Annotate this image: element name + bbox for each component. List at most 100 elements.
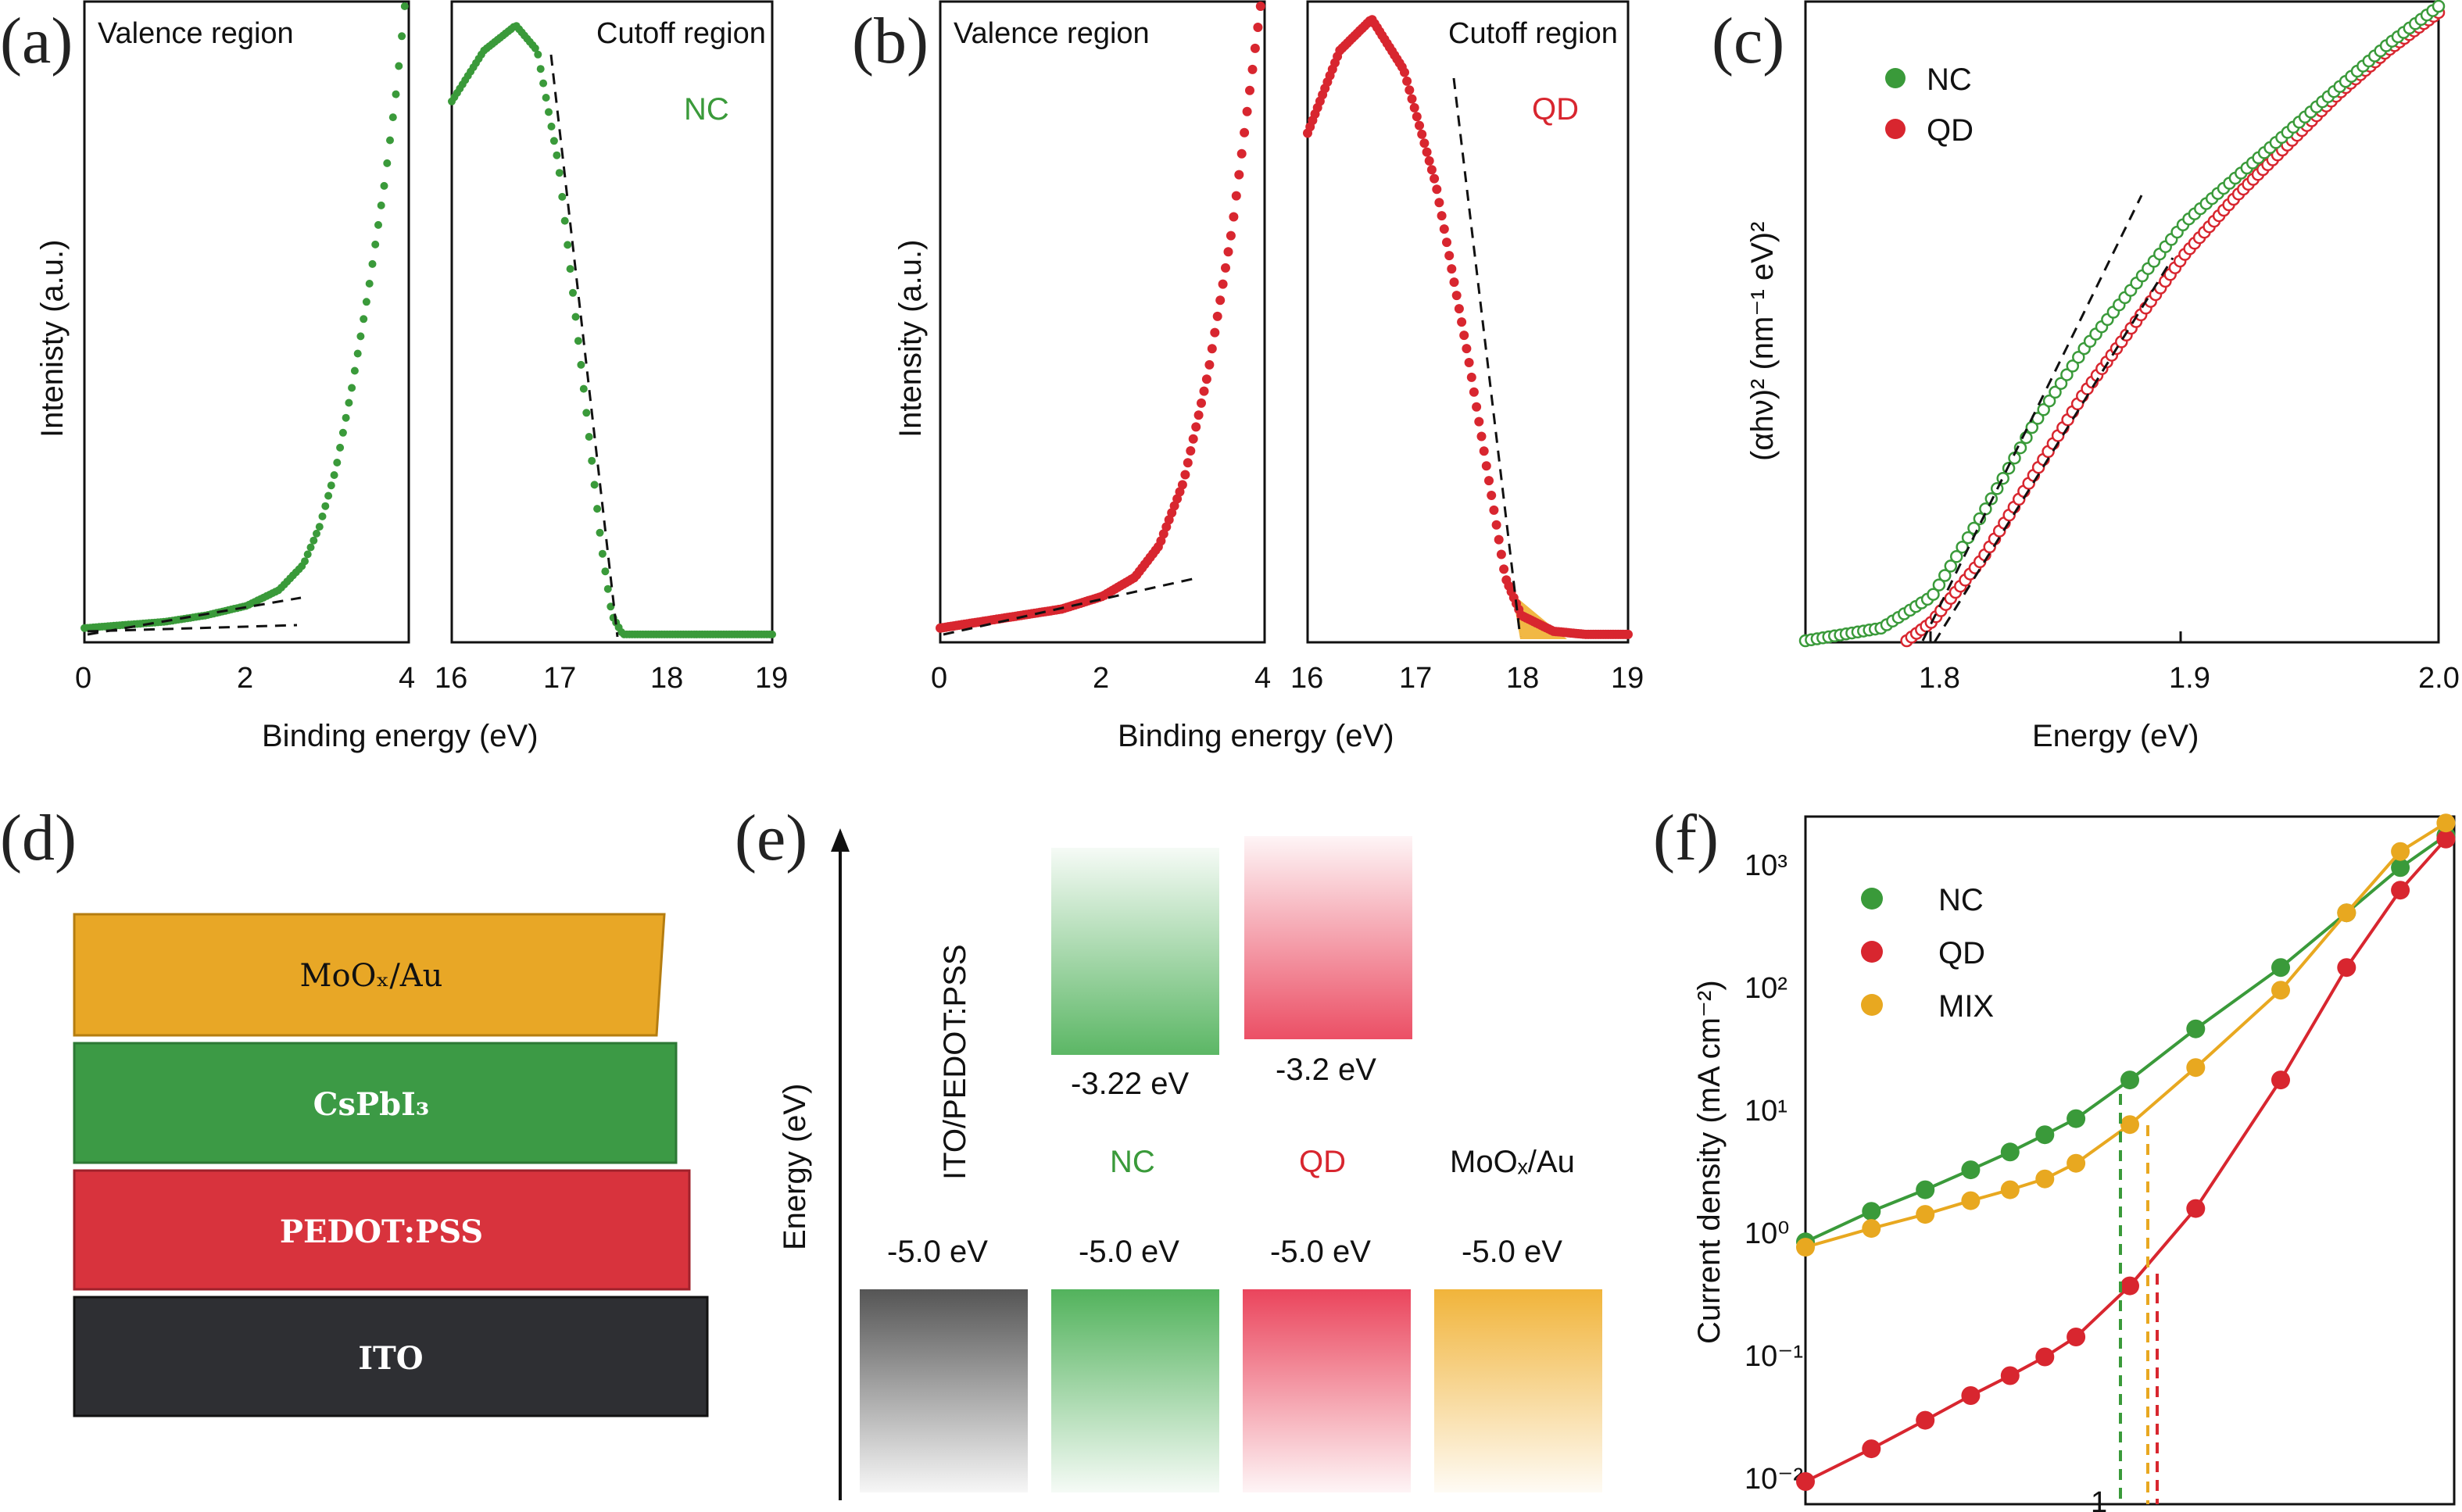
b-valence-qd-point [1245, 85, 1254, 95]
c-nc-point [1944, 559, 1958, 573]
panel-a-ylabel: Intenisty (a.u.) [35, 240, 70, 438]
b-valence-qd-point [1207, 344, 1217, 354]
panel-e-qd-cb-bar [1244, 836, 1412, 1039]
c-nc-point [2432, 0, 2446, 13]
panel-e-qd-cb-value: -3.2 eV [1276, 1053, 1376, 1087]
f-mix-point [2035, 1169, 2055, 1189]
b-valence-qd-point [1223, 247, 1233, 257]
layer-cspbi3 [73, 1042, 678, 1164]
a-valence-nc-point [388, 113, 397, 122]
f-nc-point [2067, 1109, 2086, 1128]
b-cutoff-qd-point [1487, 491, 1497, 500]
panel-c-tick-0: 1.8 [1919, 662, 1960, 695]
b-cutoff-qd-point [1409, 102, 1419, 113]
b-cutoff-qd-point [1496, 549, 1506, 559]
f-nc-point [1916, 1180, 1935, 1199]
a-cutoff-nc-point [555, 169, 564, 177]
a-valence-nc-point [374, 220, 382, 229]
panel-a: Valence region Cutoff region NC Intenist… [35, 0, 788, 753]
a-cutoff-nc-point [564, 241, 572, 249]
f-mix-point [2186, 1058, 2206, 1078]
b-valence-qd-point [1199, 386, 1209, 396]
f-nc-fit-line [1805, 834, 2447, 1244]
b-valence-qd-point [1177, 480, 1187, 490]
panel-e-nc-vb-bar [1051, 1289, 1219, 1492]
f-qd-point [2271, 1071, 2290, 1090]
panel-e-ito-vb-bar [860, 1289, 1028, 1492]
c-nc-point [2042, 394, 2056, 408]
panel-b-right-tick-2: 18 [1506, 662, 1539, 695]
panel-f-legend-qd-marker [1861, 941, 1883, 963]
a-valence-nc-point [345, 399, 353, 407]
b-valence-qd-point [1204, 359, 1215, 370]
b-valence-qd-point [1188, 434, 1198, 444]
panel-c-tick-1: 1.9 [2169, 662, 2210, 695]
b-cutoff-qd-point [1405, 85, 1415, 95]
f-qd-point [2000, 1366, 2020, 1385]
f-nc-point [2000, 1142, 2020, 1162]
b-valence-qd-point [1255, 2, 1265, 11]
panel-c-tick-2: 2.0 [2418, 662, 2460, 695]
a-valence-nc-point [377, 201, 385, 209]
panel-e-label: (e) [735, 802, 807, 874]
f-mix-point [2337, 903, 2356, 923]
b-valence-qd-point [1247, 64, 1258, 74]
layer-ito-label: ITO [358, 1340, 423, 1377]
panel-e-vb-value-3: -5.0 eV [1462, 1235, 1562, 1269]
b-valence-qd-point [1191, 422, 1201, 432]
b-cutoff-qd-point [1442, 238, 1451, 248]
b-valence-qd-point [1197, 398, 1206, 408]
b-cutoff-qd-point [1459, 331, 1469, 341]
f-nc-point [1862, 1202, 1881, 1221]
panel-b-right-tick-0: 16 [1290, 662, 1323, 695]
c-nc-point [2066, 359, 2080, 373]
b-valence-qd-point [1212, 311, 1222, 321]
b-valence-qd-point [1161, 522, 1172, 532]
b-valence-qd-point [1201, 374, 1211, 384]
f-mix-point [2067, 1153, 2086, 1173]
b-cutoff-qd-point [1415, 120, 1424, 130]
f-nc-point [2271, 958, 2290, 978]
panel-c-frame [1804, 0, 2440, 644]
f-nc-point [2186, 1019, 2206, 1038]
a-valence-nc-point [400, 2, 409, 10]
b-cutoff-qd-point [1623, 629, 1633, 639]
a-valence-nc-point [338, 428, 347, 437]
b-cutoff-qd-point [1424, 155, 1434, 166]
panel-c-legend-nc: NC [1927, 63, 1972, 97]
panel-b-left-tick-0: 0 [931, 662, 947, 695]
f-qd-point [2436, 829, 2456, 849]
panel-f: Current density (mA cm⁻²) 10⁻² 10⁻¹ 10⁰ … [1692, 813, 2456, 1512]
panel-f-xtick: 1 [2091, 1486, 2107, 1512]
panel-a-left-tick-1: 2 [237, 662, 253, 695]
panel-a-cutoff-fit-line [549, 54, 619, 638]
panel-a-right-tick-2: 18 [650, 662, 683, 695]
b-valence-qd-point [1158, 529, 1168, 539]
panel-e-vb-value-1: -5.0 eV [1079, 1235, 1179, 1269]
b-cutoff-qd-point [1462, 344, 1472, 354]
b-valence-qd-point [1164, 515, 1174, 525]
a-cutoff-nc-point [601, 567, 610, 576]
panel-c-legend-qd: QD [1927, 113, 1974, 148]
panel-b-xlabel: Binding energy (eV) [1118, 719, 1394, 753]
panel-f-ytick-3: 10¹ [1745, 1095, 1787, 1128]
b-valence-qd-point [1193, 410, 1204, 420]
b-valence-qd-point [1229, 212, 1239, 222]
b-cutoff-qd-point [1432, 184, 1442, 195]
a-valence-nc-point [310, 536, 318, 545]
b-cutoff-qd-point [1484, 476, 1494, 486]
a-valence-nc-point [356, 332, 365, 341]
layer-pedot-pss-label: PEDOT:PSS [280, 1214, 483, 1250]
panel-b-label: (b) [852, 5, 929, 77]
b-valence-qd-point [1242, 106, 1252, 116]
panel-a-cutoff-frame [450, 0, 774, 644]
panel-a-right-tick-0: 16 [435, 662, 467, 695]
panel-b-sample-label: QD [1532, 92, 1579, 127]
b-valence-qd-point [1253, 23, 1263, 32]
panel-c-legend-qd-marker [1885, 119, 1906, 139]
b-cutoff-qd-point [1466, 372, 1476, 382]
a-valence-nc-point [303, 550, 312, 559]
a-valence-nc-point [398, 32, 406, 41]
a-valence-nc-point [353, 349, 362, 358]
